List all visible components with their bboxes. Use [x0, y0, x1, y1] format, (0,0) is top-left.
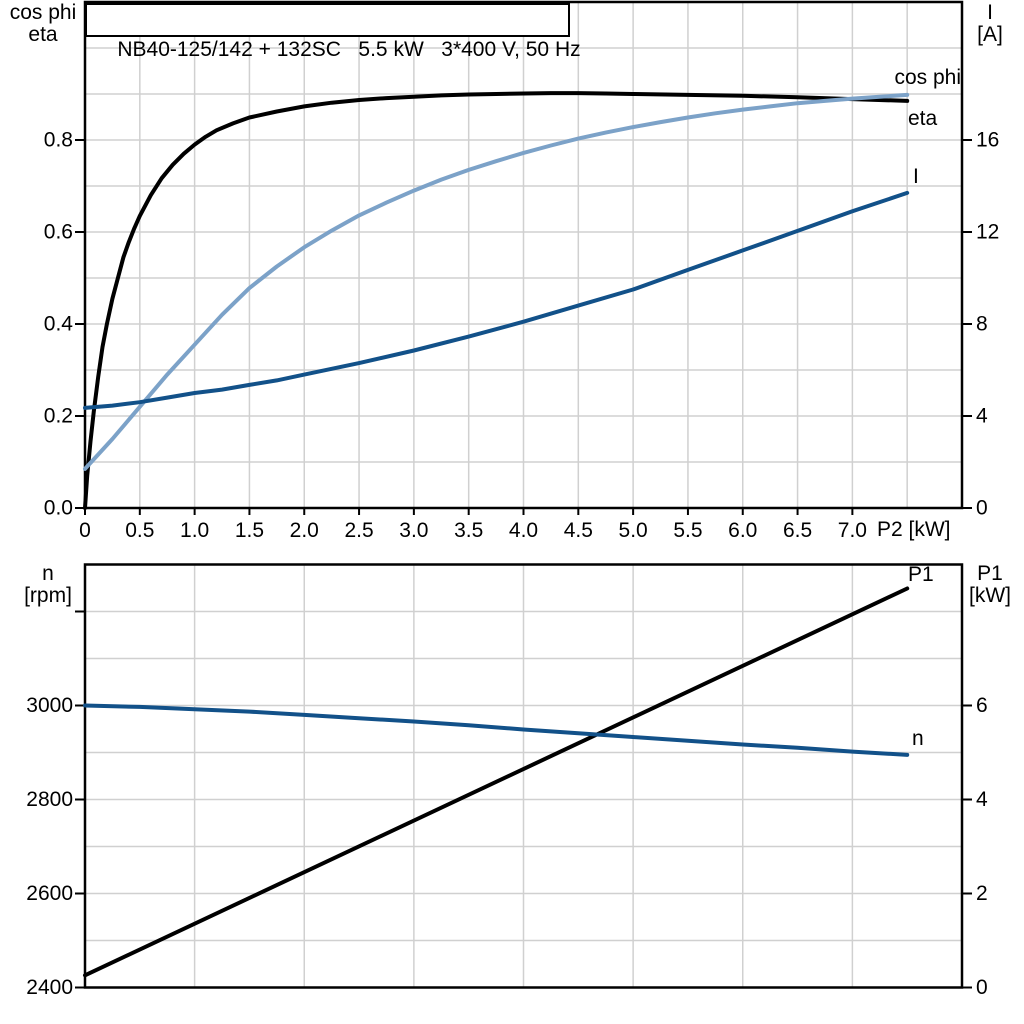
chart-title-box: NB40-125/142 + 132SC 5.5 kW 3*400 V, 50 …	[85, 3, 581, 61]
right-tick-label: 2	[976, 882, 988, 905]
tick-labels: 3000 2800 2600 2400 6 4 2 0	[26, 694, 988, 999]
x-tick-label: 6.5	[783, 519, 812, 542]
x-tick-label: 6.0	[728, 519, 757, 542]
x-tick-label: 2.0	[290, 519, 319, 542]
speed-axis-title-line2: [rpm]	[24, 584, 72, 607]
right-tick-label: 0	[976, 497, 988, 520]
grid-lines	[85, 2, 962, 508]
right-axis-title-line2: [A]	[977, 23, 1003, 46]
top-chart: 0.0 0.2 0.4 0.6 0.8 0 4 8 12 16 0 0.5 1.0 1.5 2.0 2.5 3.…	[44, 0, 1000, 543]
eta-curve	[83, 91, 910, 510]
n-curve-label: n	[912, 727, 924, 750]
left-tick-label: 2400	[26, 976, 73, 999]
speed-axis-title-line1: n	[42, 562, 54, 585]
n-curve	[83, 703, 910, 757]
left-axis-title-line2: eta	[28, 23, 58, 46]
eta-curve-label: eta	[908, 107, 938, 130]
x-tick-label: 0.5	[125, 519, 154, 542]
x-tick-label: 5.5	[673, 519, 702, 542]
right-tick-label: 6	[976, 694, 988, 717]
x-tick-label: 1.5	[235, 519, 264, 542]
top-left-axis-title: cos phi eta	[2, 2, 84, 46]
right-tick-label: 8	[976, 313, 988, 336]
x-tick-label: 4.0	[509, 519, 538, 542]
bottom-left-axis-title: n [rpm]	[5, 563, 91, 607]
left-tick-label: 2800	[26, 788, 73, 811]
P1-curve-label: P1	[908, 563, 934, 586]
left-tick-label: 3000	[26, 694, 73, 717]
power-axis-title-line1: P1	[977, 562, 1003, 585]
bottom-chart: 3000 2800 2600 2400 6 4 2 0 P1 n	[26, 563, 988, 999]
right-tick-label: 16	[976, 129, 999, 152]
cos-phi-curve-label: cos phi	[894, 66, 961, 89]
left-tick-label: 0.6	[44, 221, 73, 244]
x-tick-label: 0	[79, 519, 91, 542]
x-tick-label: 5.0	[619, 519, 648, 542]
x-tick-label: 1.0	[180, 519, 209, 542]
chart-title: NB40-125/142 + 132SC 5.5 kW 3*400 V, 50 …	[117, 38, 581, 61]
grid-lines	[85, 564, 962, 988]
plot-border	[83, 563, 964, 989]
right-tick-label: 4	[976, 405, 988, 428]
left-tick-label: 0.4	[44, 313, 74, 336]
P1-curve	[83, 586, 910, 978]
x-tick-label: 3.5	[454, 519, 483, 542]
right-axis-title-line1: I	[987, 1, 993, 24]
x-axis-unit-label: P2 [kW]	[877, 518, 951, 541]
right-tick-label: 12	[976, 221, 999, 244]
left-tick-label: 0.2	[44, 405, 73, 428]
right-tick-label: 0	[976, 976, 988, 999]
left-axis-title-line1: cos phi	[9, 1, 77, 24]
tick-labels: 0.0 0.2 0.4 0.6 0.8 0 4 8 12 16 0 0.5 1.0 1.5 2.0 2.5 3.…	[44, 129, 1000, 543]
bottom-right-axis-title: P1 [kW]	[956, 563, 1024, 607]
left-tick-label: 0.0	[44, 497, 73, 520]
right-tick-label: 4	[976, 788, 988, 811]
x-tick-label: 7.0	[838, 519, 867, 542]
x-tick-label: 4.5	[564, 519, 593, 542]
left-tick-label: 2600	[26, 882, 73, 905]
x-tick-label: 3.0	[399, 519, 428, 542]
top-right-axis-title: I [A]	[957, 2, 1023, 46]
left-tick-label: 0.8	[44, 129, 73, 152]
x-tick-label: 2.5	[344, 519, 373, 542]
I-curve-label: I	[913, 165, 919, 188]
tick-marks	[75, 139, 972, 515]
I-curve	[83, 190, 910, 410]
cos-phi-curve	[83, 92, 910, 471]
tick-marks	[75, 610, 972, 989]
power-axis-title-line2: [kW]	[969, 584, 1011, 607]
